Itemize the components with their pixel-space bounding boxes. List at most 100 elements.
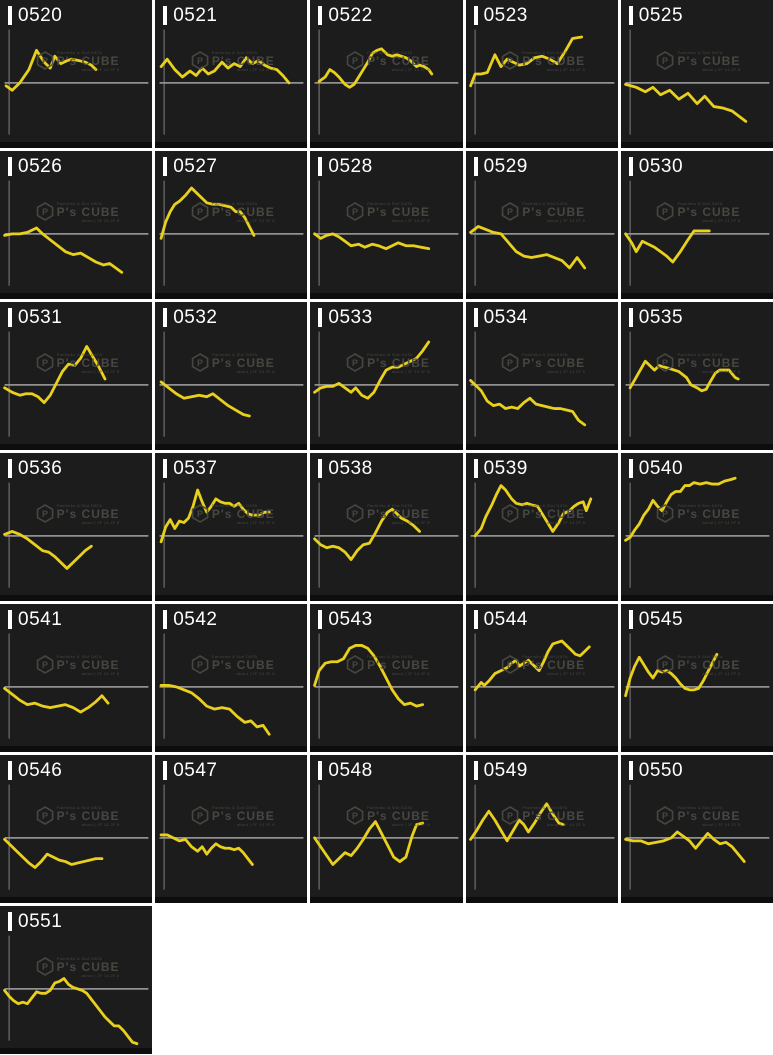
series-line [5, 531, 92, 568]
cell-footer-strip [620, 746, 773, 752]
chart-card[interactable]: P Pachinko & Slot DATA P's CUBE about | … [155, 302, 308, 450]
chart-card[interactable]: P Pachinko & Slot DATA P's CUBE about | … [310, 0, 463, 148]
label-accent-bar [163, 459, 168, 478]
chart-card[interactable]: P Pachinko & Slot DATA P's CUBE about | … [465, 755, 618, 903]
cell-footer-strip [310, 444, 463, 450]
series-line [5, 979, 137, 1044]
machine-number: 0527 [173, 156, 218, 177]
chart-card[interactable]: P Pachinko & Slot DATA P's CUBE about | … [0, 906, 153, 1054]
series-line [470, 226, 584, 267]
machine-number: 0533 [328, 307, 373, 328]
label-accent-bar [163, 308, 168, 327]
cell-footer-strip [465, 444, 618, 450]
cell-footer-strip [0, 142, 153, 148]
label-accent-bar [163, 157, 168, 176]
chart-card[interactable]: P Pachinko & Slot DATA P's CUBE about | … [0, 151, 153, 299]
label-accent-bar [473, 6, 478, 25]
machine-number: 0549 [483, 760, 528, 781]
cell-footer-strip [465, 897, 618, 903]
machine-number: 0529 [483, 156, 528, 177]
sparkline-chart [466, 151, 618, 299]
sparkline-chart [310, 755, 462, 903]
cell-footer-strip [0, 444, 153, 450]
chart-label-row: 0538 [318, 459, 372, 478]
chart-label-row: 0526 [8, 157, 62, 176]
cell-footer-strip [620, 444, 773, 450]
chart-card[interactable]: P Pachinko & Slot DATA P's CUBE about | … [310, 302, 463, 450]
label-accent-bar [473, 459, 478, 478]
chart-label-row: 0544 [473, 609, 528, 630]
label-accent-bar [318, 157, 323, 176]
series-line [5, 346, 105, 402]
label-accent-bar [8, 157, 12, 176]
sparkline-chart [310, 453, 462, 601]
sparkline-chart [0, 302, 152, 450]
label-accent-bar [8, 308, 12, 327]
chart-card[interactable]: P Pachinko & Slot DATA P's CUBE about | … [310, 604, 463, 752]
chart-card[interactable]: P Pachinko & Slot DATA P's CUBE about | … [465, 453, 618, 601]
label-accent-bar [628, 6, 633, 25]
machine-number: 0526 [18, 156, 63, 177]
machine-number: 0538 [328, 458, 373, 479]
chart-card[interactable]: P Pachinko & Slot DATA P's CUBE about | … [620, 604, 773, 752]
label-accent-bar [8, 610, 12, 629]
chart-card[interactable]: P Pachinko & Slot DATA P's CUBE about | … [0, 604, 153, 752]
machine-number: 0542 [173, 609, 218, 630]
machine-number: 0541 [18, 609, 63, 630]
chart-card[interactable]: P Pachinko & Slot DATA P's CUBE about | … [620, 453, 773, 601]
sparkline-chart [310, 0, 462, 148]
chart-label-row: 0545 [628, 609, 684, 630]
chart-card[interactable]: P Pachinko & Slot DATA P's CUBE about | … [155, 604, 308, 752]
cell-footer-strip [620, 293, 773, 299]
chart-card[interactable]: P Pachinko & Slot DATA P's CUBE about | … [155, 755, 308, 903]
machine-number: 0546 [18, 760, 63, 781]
sparkline-chart [0, 604, 152, 752]
cell-footer-strip [0, 897, 153, 903]
cell-footer-strip [620, 142, 773, 148]
sparkline-chart [310, 604, 462, 752]
chart-card[interactable]: P Pachinko & Slot DATA P's CUBE about | … [310, 151, 463, 299]
chart-card[interactable]: P Pachinko & Slot DATA P's CUBE about | … [310, 453, 463, 601]
machine-number: 0545 [638, 609, 684, 630]
chart-label-row: 0550 [628, 761, 683, 780]
chart-card[interactable]: P Pachinko & Slot DATA P's CUBE about | … [0, 453, 153, 601]
cell-footer-strip [465, 746, 618, 752]
cell-footer-strip [155, 444, 308, 450]
chart-card[interactable]: P Pachinko & Slot DATA P's CUBE about | … [620, 0, 773, 148]
chart-card[interactable]: P Pachinko & Slot DATA P's CUBE about | … [0, 755, 153, 903]
machine-number: 0522 [328, 5, 373, 26]
chart-label-row: 0543 [318, 610, 372, 629]
series-line [161, 685, 269, 734]
machine-number: 0551 [18, 911, 63, 932]
machine-number: 0530 [638, 156, 684, 177]
series-line [6, 50, 96, 90]
sparkline-chart [621, 453, 773, 601]
label-accent-bar [473, 157, 478, 176]
chart-card[interactable]: P Pachinko & Slot DATA P's CUBE about | … [310, 755, 463, 903]
chart-card[interactable]: P Pachinko & Slot DATA P's CUBE about | … [620, 151, 773, 299]
chart-card[interactable]: P Pachinko & Slot DATA P's CUBE about | … [155, 151, 308, 299]
sparkline-chart [155, 302, 307, 450]
series-line [315, 645, 423, 706]
chart-card[interactable]: P Pachinko & Slot DATA P's CUBE about | … [155, 453, 308, 601]
chart-card[interactable]: P Pachinko & Slot DATA P's CUBE about | … [465, 604, 618, 752]
chart-label-row: 0535 [628, 308, 683, 327]
sparkline-chart [0, 151, 152, 299]
chart-card[interactable]: P Pachinko & Slot DATA P's CUBE about | … [155, 0, 308, 148]
chart-card[interactable]: P Pachinko & Slot DATA P's CUBE about | … [620, 302, 773, 450]
machine-number: 0544 [483, 609, 528, 630]
chart-card[interactable]: P Pachinko & Slot DATA P's CUBE about | … [465, 0, 618, 148]
label-accent-bar [628, 459, 633, 478]
chart-card[interactable]: P Pachinko & Slot DATA P's CUBE about | … [0, 302, 153, 450]
chart-card[interactable]: P Pachinko & Slot DATA P's CUBE about | … [465, 151, 618, 299]
series-line [315, 234, 429, 249]
chart-label-row: 0532 [163, 308, 217, 327]
chart-card[interactable]: P Pachinko & Slot DATA P's CUBE about | … [620, 755, 773, 903]
chart-label-row: 0541 [8, 610, 62, 629]
cell-footer-strip [465, 142, 618, 148]
chart-label-row: 0523 [473, 6, 528, 25]
chart-card[interactable]: P Pachinko & Slot DATA P's CUBE about | … [465, 302, 618, 450]
chart-card[interactable]: P Pachinko & Slot DATA P's CUBE about | … [0, 0, 153, 148]
machine-number: 0521 [173, 5, 218, 26]
label-accent-bar [8, 6, 12, 25]
